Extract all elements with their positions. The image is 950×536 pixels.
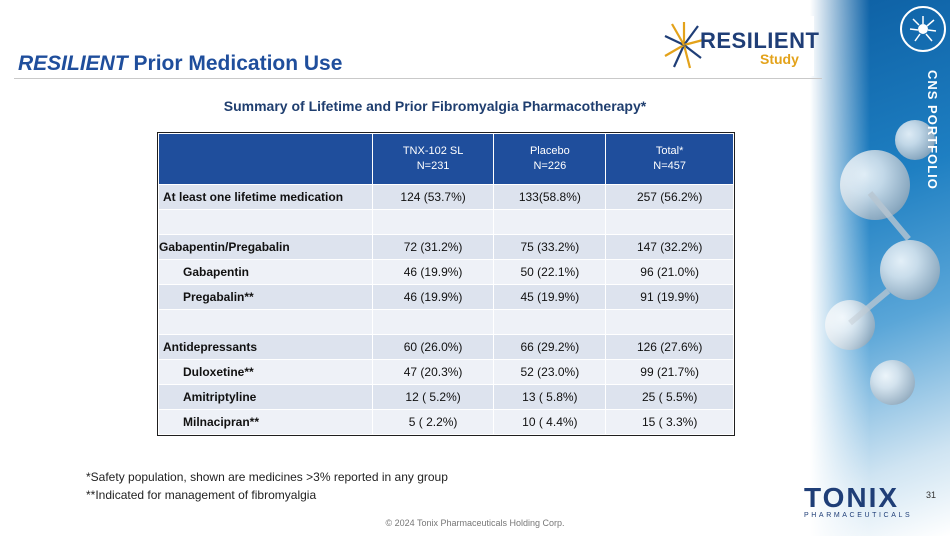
cell-value: 126 (27.6%) [605, 334, 734, 360]
cell-value: 12 ( 5.2%) [371, 384, 495, 410]
molecule-sphere [870, 360, 915, 405]
cell-value: 5 ( 2.2%) [371, 409, 495, 435]
table-row: Pregabalin** 46 (19.9%) 45 (19.9%) 91 (1… [158, 284, 734, 310]
column-header-placebo: Placebo N=226 [493, 133, 607, 185]
row-label: Antidepressants [158, 334, 373, 360]
cell-value: 50 (22.1%) [493, 259, 607, 285]
medication-table: TNX-102 SL N=231 Placebo N=226 Total* N=457… [157, 132, 735, 436]
cell-value [493, 309, 607, 335]
logo-main-text: RESILIENT [700, 28, 820, 53]
logo-sub-text: Study [760, 51, 799, 67]
row-label: Gabapentin [158, 259, 373, 285]
table-row: Gabapentin 46 (19.9%) 50 (22.1%) 96 (21.… [158, 259, 734, 285]
table-header-row: TNX-102 SL N=231 Placebo N=226 Total* N=457 [158, 133, 734, 185]
cell-value: 45 (19.9%) [493, 284, 607, 310]
title-rest: Prior Medication Use [133, 52, 343, 75]
table-row-spacer [158, 209, 734, 235]
cell-value [605, 309, 734, 335]
header-blank-cell [158, 133, 373, 185]
footnote-indicated: **Indicated for management of fibromyalg… [86, 488, 317, 502]
title-divider [14, 78, 822, 79]
page-number: 31 [926, 490, 937, 500]
row-label: Duloxetine** [158, 359, 373, 385]
cell-value [493, 209, 607, 235]
cell-value: 52 (23.0%) [493, 359, 607, 385]
company-sub: PHARMACEUTICALS [804, 512, 913, 519]
cell-value: 75 (33.2%) [493, 234, 607, 260]
title-italic: RESILIENT [18, 52, 128, 75]
table-subtitle: Summary of Lifetime and Prior Fibromyalg… [223, 98, 647, 114]
cell-value: 91 (19.9%) [605, 284, 734, 310]
cell-value [371, 309, 495, 335]
cell-value: 46 (19.9%) [371, 259, 495, 285]
row-label [158, 309, 373, 335]
row-label: Amitriptyline [158, 384, 373, 410]
cell-value: 99 (21.7%) [605, 359, 734, 385]
cell-value [605, 209, 734, 235]
cell-value: 46 (19.9%) [371, 284, 495, 310]
cell-value: 72 (31.2%) [371, 234, 495, 260]
molecule-sphere [880, 240, 940, 300]
page-title: RESILIENT Prior Medication Use [18, 52, 342, 76]
cell-value: 133(58.8%) [493, 184, 607, 210]
portfolio-label: CNS PORTFOLIO [925, 70, 940, 190]
cell-value: 66 (29.2%) [493, 334, 607, 360]
starburst-icon [664, 22, 704, 69]
footnote-safety: *Safety population, shown are medicines … [86, 470, 448, 484]
cell-value: 96 (21.0%) [605, 259, 734, 285]
resilient-logo: RESILIENT Study [664, 16, 819, 76]
molecule-sphere [895, 120, 935, 160]
tonix-logo: TONIX PHARMACEUTICALS [804, 482, 912, 519]
cell-value: 25 ( 5.5%) [605, 384, 734, 410]
table-row: Gabapentin/Pregabalin 72 (31.2%) 75 (33.… [158, 234, 734, 260]
table-row: Antidepressants 60 (26.0%) 66 (29.2%) 12… [158, 334, 734, 360]
cell-value: 47 (20.3%) [371, 359, 495, 385]
column-header-total: Total* N=457 [605, 133, 734, 185]
company-name: TONIX [804, 482, 900, 513]
row-label: Milnacipran** [158, 409, 373, 435]
side-decorative-panel [810, 0, 950, 536]
cell-value: 147 (32.2%) [605, 234, 734, 260]
neuron-icon [900, 6, 946, 52]
cell-value: 124 (53.7%) [371, 184, 495, 210]
panel-fade [810, 0, 870, 536]
cell-value: 15 ( 3.3%) [605, 409, 734, 435]
cell-value: 10 ( 4.4%) [493, 409, 607, 435]
column-header-tnx: TNX-102 SL N=231 [371, 133, 495, 185]
table-row: Duloxetine** 47 (20.3%) 52 (23.0%) 99 (2… [158, 359, 734, 385]
table-row: Milnacipran** 5 ( 2.2%) 10 ( 4.4%) 15 ( … [158, 409, 734, 435]
table-row-spacer [158, 309, 734, 335]
cell-value: 13 ( 5.8%) [493, 384, 607, 410]
copyright-notice: © 2024 Tonix Pharmaceuticals Holding Cor… [385, 518, 565, 528]
cell-value: 257 (56.2%) [605, 184, 734, 210]
cell-value [371, 209, 495, 235]
row-label: Pregabalin** [158, 284, 373, 310]
table-row: Amitriptyline 12 ( 5.2%) 13 ( 5.8%) 25 (… [158, 384, 734, 410]
row-label: At least one lifetime medication [158, 184, 373, 210]
table-row: At least one lifetime medication 124 (53… [158, 184, 734, 210]
row-label [158, 209, 373, 235]
row-label: Gabapentin/Pregabalin [158, 234, 373, 260]
cell-value: 60 (26.0%) [371, 334, 495, 360]
